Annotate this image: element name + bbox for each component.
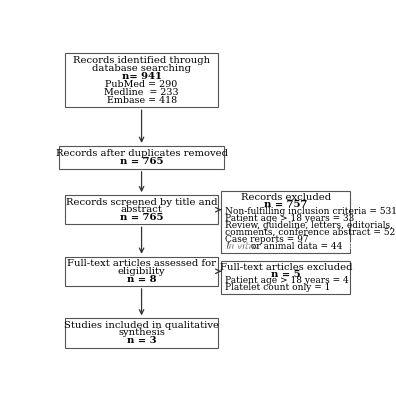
Text: Medline  = 233: Medline = 233: [104, 88, 179, 97]
Text: n = 757: n = 757: [264, 200, 308, 209]
Text: Records screened by title and: Records screened by title and: [66, 198, 217, 206]
FancyBboxPatch shape: [59, 146, 225, 169]
Text: Records after duplicates removed: Records after duplicates removed: [55, 149, 228, 158]
Text: Records excluded: Records excluded: [241, 193, 331, 202]
Text: Platelet count only = 1: Platelet count only = 1: [225, 283, 330, 292]
Text: PubMed = 290: PubMed = 290: [105, 80, 178, 89]
Text: Studies included in qualitative: Studies included in qualitative: [64, 321, 219, 330]
Text: Full-text articles assessed for: Full-text articles assessed for: [67, 259, 216, 268]
Text: Non-fulfilling inclusion criteria = 531: Non-fulfilling inclusion criteria = 531: [225, 207, 396, 216]
FancyBboxPatch shape: [65, 257, 218, 286]
Text: comments, conference abstract = 52: comments, conference abstract = 52: [225, 228, 395, 237]
Text: database searching: database searching: [92, 64, 191, 73]
Text: abstract: abstract: [121, 205, 162, 214]
Text: Review, guideline, letters, editorials,: Review, guideline, letters, editorials,: [225, 221, 393, 230]
Text: n= 941: n= 941: [122, 72, 162, 81]
Text: synthesis: synthesis: [118, 328, 165, 338]
Text: n = 5: n = 5: [271, 270, 301, 279]
FancyBboxPatch shape: [65, 53, 218, 107]
Text: n = 8: n = 8: [127, 274, 156, 284]
Text: n = 765: n = 765: [120, 157, 163, 166]
Text: eligibility: eligibility: [118, 267, 166, 276]
Text: or animal data = 44: or animal data = 44: [225, 242, 343, 251]
Text: Records identified through: Records identified through: [73, 56, 210, 65]
Text: Patient age > 18 years = 33: Patient age > 18 years = 33: [225, 214, 354, 223]
FancyBboxPatch shape: [221, 191, 350, 253]
FancyBboxPatch shape: [65, 318, 218, 348]
Text: In vitro: In vitro: [225, 242, 259, 251]
Text: Full-text articles excluded: Full-text articles excluded: [219, 263, 352, 272]
Text: n = 3: n = 3: [127, 336, 156, 345]
Text: Case reports = 97: Case reports = 97: [225, 235, 308, 244]
Text: In vitro or animal data = 44: In vitro or animal data = 44: [225, 242, 353, 251]
Text: Patient age > 18 years = 4: Patient age > 18 years = 4: [225, 276, 349, 285]
FancyBboxPatch shape: [221, 261, 350, 294]
Text: n = 765: n = 765: [120, 213, 163, 222]
Text: Embase = 418: Embase = 418: [107, 96, 177, 105]
FancyBboxPatch shape: [65, 195, 218, 224]
